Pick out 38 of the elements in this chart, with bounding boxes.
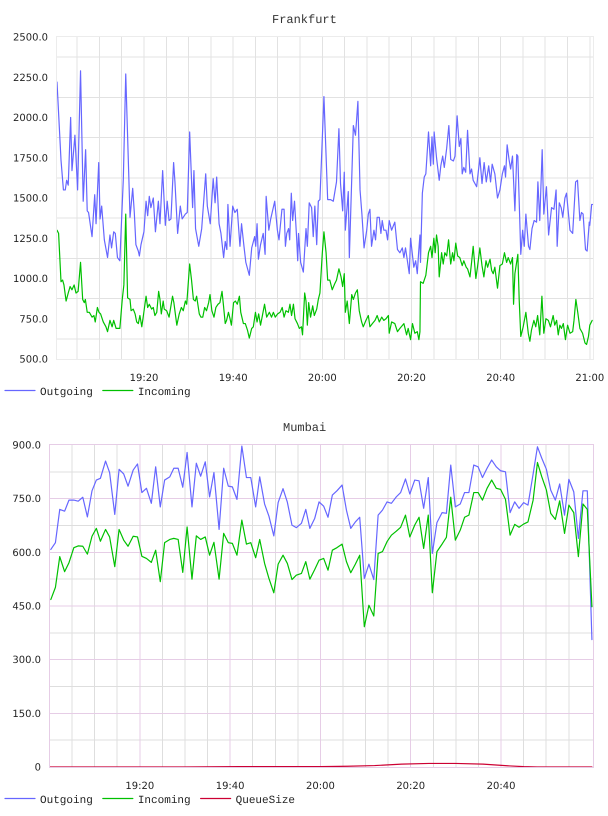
x-tick-label: 19:40 bbox=[216, 781, 245, 792]
x-tick-label: 19:40 bbox=[218, 373, 248, 384]
x-tick-label: 20:40 bbox=[486, 373, 516, 384]
legend-label: QueueSize bbox=[236, 794, 296, 807]
line-series bbox=[57, 214, 593, 346]
legend-label: Outgoing bbox=[40, 386, 93, 399]
y-tick-label: 1500.0 bbox=[13, 194, 48, 204]
chart-title: Frankfurt bbox=[272, 13, 337, 27]
legend-label: Incoming bbox=[138, 386, 191, 399]
y-tick-label: 1000.0 bbox=[13, 274, 48, 285]
y-tick-label: 900.0 bbox=[12, 440, 41, 452]
x-tick-label: 20:20 bbox=[396, 781, 426, 792]
y-tick-label: 2000.0 bbox=[13, 113, 48, 124]
y-tick-label: 2250.0 bbox=[13, 72, 48, 84]
chart-title: Mumbai bbox=[283, 421, 326, 435]
x-tick-label: 20:00 bbox=[306, 781, 335, 792]
x-tick-label: 20:00 bbox=[308, 373, 337, 384]
y-tick-label: 750.0 bbox=[19, 314, 48, 326]
x-tick-label: 21:00 bbox=[575, 373, 604, 384]
y-tick-label: 1750.0 bbox=[13, 153, 48, 164]
x-tick-label: 19:20 bbox=[125, 781, 154, 792]
x-tick-label: 20:20 bbox=[397, 373, 426, 384]
line-series bbox=[57, 70, 593, 276]
y-tick-label: 500.0 bbox=[19, 354, 48, 366]
x-tick-label: 20:40 bbox=[486, 781, 516, 792]
line-series bbox=[50, 445, 593, 640]
y-tick-label: 450.0 bbox=[12, 602, 41, 612]
y-tick-label: 0 bbox=[34, 762, 41, 774]
y-tick-label: 1250.0 bbox=[13, 234, 48, 245]
y-tick-label: 2500.0 bbox=[13, 32, 48, 44]
y-tick-label: 300.0 bbox=[12, 655, 41, 666]
y-tick-label: 150.0 bbox=[12, 708, 41, 720]
y-tick-label: 600.0 bbox=[12, 548, 41, 559]
y-tick-label: 750.0 bbox=[12, 494, 41, 506]
legend-label: Outgoing bbox=[40, 794, 93, 807]
legend-label: Incoming bbox=[138, 794, 191, 807]
line-series bbox=[50, 462, 593, 628]
x-tick-label: 19:20 bbox=[130, 373, 158, 384]
